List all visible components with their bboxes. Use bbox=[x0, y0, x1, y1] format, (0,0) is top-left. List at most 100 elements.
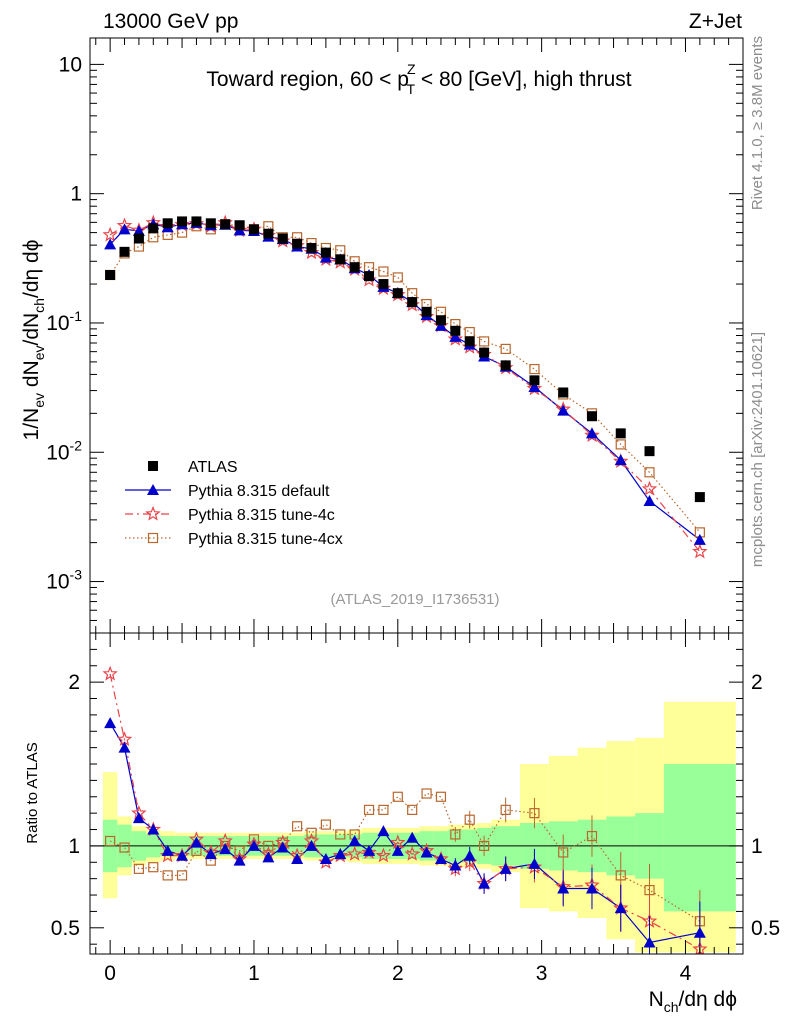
ratio-point-default bbox=[204, 848, 217, 860]
point-atlas bbox=[378, 279, 389, 290]
ratio-point-default bbox=[305, 839, 318, 851]
ylabel-p0: 1/N bbox=[20, 408, 43, 441]
x-tick-label: 2 bbox=[392, 962, 404, 985]
process-label: Z+Jet bbox=[689, 10, 742, 33]
ratio-y-tick-label-left: 0.5 bbox=[51, 917, 80, 940]
ratio-point-tune4cx bbox=[133, 863, 145, 874]
ratio-point-default bbox=[104, 717, 117, 729]
ratio-point-default bbox=[233, 854, 246, 866]
ylabel-p5: ch bbox=[31, 298, 47, 313]
point-atlas bbox=[464, 336, 475, 347]
ylabel-p4: /dN bbox=[20, 313, 43, 346]
point-atlas bbox=[644, 446, 655, 457]
ratio-point-default bbox=[132, 812, 145, 824]
point-atlas bbox=[558, 387, 569, 398]
point-default bbox=[528, 380, 541, 392]
y-tick-base: 1 bbox=[70, 183, 82, 206]
ratio-ylabel: Ratio to ATLAS bbox=[24, 742, 41, 843]
ratio-y-tick-label-right: 1 bbox=[751, 835, 763, 858]
point-tune4cx bbox=[464, 326, 475, 338]
point-tune4cx bbox=[392, 272, 403, 283]
y-tick-exp: -1 bbox=[70, 308, 83, 324]
point-atlas bbox=[105, 269, 116, 280]
y-tick-label: 10 bbox=[59, 53, 82, 76]
ratio-point-default bbox=[557, 882, 570, 894]
point-atlas bbox=[435, 315, 446, 326]
point-atlas bbox=[392, 288, 403, 299]
point-tune4cx bbox=[615, 439, 626, 450]
point-atlas bbox=[479, 347, 490, 358]
ylabel-p6: /dη dϕ bbox=[20, 240, 43, 298]
point-default bbox=[693, 533, 706, 545]
ratio-point-default bbox=[219, 843, 232, 855]
point-atlas bbox=[407, 297, 418, 308]
ratio-point-tune4cx bbox=[162, 870, 173, 881]
ylabel-p1: ev bbox=[31, 393, 47, 408]
point-tune4cx bbox=[148, 232, 159, 243]
ratio-point-default bbox=[276, 841, 289, 853]
ratio-point-tune4cx bbox=[529, 808, 540, 819]
xlabel-p0: N bbox=[649, 988, 664, 1011]
energy-label: 13000 GeV pp bbox=[103, 10, 238, 33]
ratio-point-default bbox=[118, 741, 131, 753]
ratio-point-default bbox=[319, 853, 332, 865]
ratio-point-tune4cx bbox=[292, 821, 303, 832]
ratio-point-tune4cx bbox=[119, 842, 130, 853]
point-atlas bbox=[119, 246, 130, 257]
legend-label-atlas: ATLAS bbox=[188, 459, 238, 476]
legend: ATLAS Pythia 8.315 default Pythia 8.315 tu… bbox=[125, 459, 343, 548]
y-tick-base: 10 bbox=[46, 312, 69, 335]
ratio-point-default bbox=[434, 853, 447, 865]
main-ylabel: 1/Nev dNev/dNch/dη dϕ bbox=[20, 240, 47, 441]
source-label: mcplots.cern.ch [arXiv:2401.10621] bbox=[749, 332, 766, 567]
point-atlas bbox=[694, 492, 705, 503]
ratio-frame bbox=[89, 632, 744, 955]
ratio-point-tune4cx bbox=[464, 814, 475, 825]
point-atlas bbox=[133, 233, 144, 244]
xlabel-p2: /dη dϕ bbox=[679, 988, 737, 1011]
point-default bbox=[449, 330, 462, 342]
legend-marker-tune4cx bbox=[147, 532, 159, 544]
point-atlas bbox=[248, 224, 259, 235]
point-atlas bbox=[450, 325, 461, 336]
y-tick-exp: -3 bbox=[70, 567, 83, 583]
y-tick-base: 10 bbox=[59, 53, 82, 76]
ratio-point-tune4c bbox=[346, 845, 363, 861]
ratio-point-tune4cx bbox=[435, 791, 447, 802]
ratio-point-default bbox=[377, 825, 390, 837]
xlabel-p1: ch bbox=[664, 999, 679, 1015]
point-atlas bbox=[306, 243, 317, 254]
point-atlas bbox=[421, 306, 432, 317]
rivet-label: Rivet 4.1.0, ≥ 3.8M events bbox=[749, 36, 766, 210]
y-tick-exp: -2 bbox=[70, 437, 83, 453]
ylabel-p3: ev bbox=[31, 345, 47, 360]
main-title: Toward region, 60 < pZ T < 80 [GeV], high… bbox=[206, 61, 631, 97]
ratio-point-tune4cx bbox=[105, 835, 116, 847]
point-tune4c bbox=[641, 480, 658, 496]
ratio-point-default bbox=[420, 846, 433, 858]
ratio-point-tune4cx bbox=[407, 804, 418, 815]
ratio-point-default bbox=[190, 836, 203, 848]
point-atlas bbox=[615, 428, 626, 439]
ratio-point-default bbox=[499, 862, 512, 874]
ratio-point-tune4cx bbox=[335, 829, 346, 840]
ratio-point-default bbox=[449, 859, 462, 871]
point-default bbox=[132, 224, 145, 236]
ratio-point-tune4cx bbox=[392, 791, 403, 802]
point-atlas bbox=[234, 220, 245, 231]
point-atlas bbox=[162, 218, 173, 229]
point-default bbox=[118, 223, 131, 235]
point-atlas bbox=[205, 218, 216, 229]
ratio-point-tune4cx bbox=[558, 847, 569, 858]
ratio-line-tune4cx bbox=[109, 792, 701, 922]
series-line-tune4c bbox=[109, 222, 701, 553]
point-atlas bbox=[320, 247, 331, 258]
ratio-point-tune4cx bbox=[363, 804, 375, 815]
ratio-point-default bbox=[585, 882, 598, 894]
ratio-point-default bbox=[176, 849, 189, 861]
ratio-point-default bbox=[391, 844, 404, 856]
ratio-y-tick-label-right: 2 bbox=[751, 671, 763, 694]
point-atlas bbox=[191, 216, 202, 227]
ratio-point-tune4cx bbox=[378, 804, 389, 815]
